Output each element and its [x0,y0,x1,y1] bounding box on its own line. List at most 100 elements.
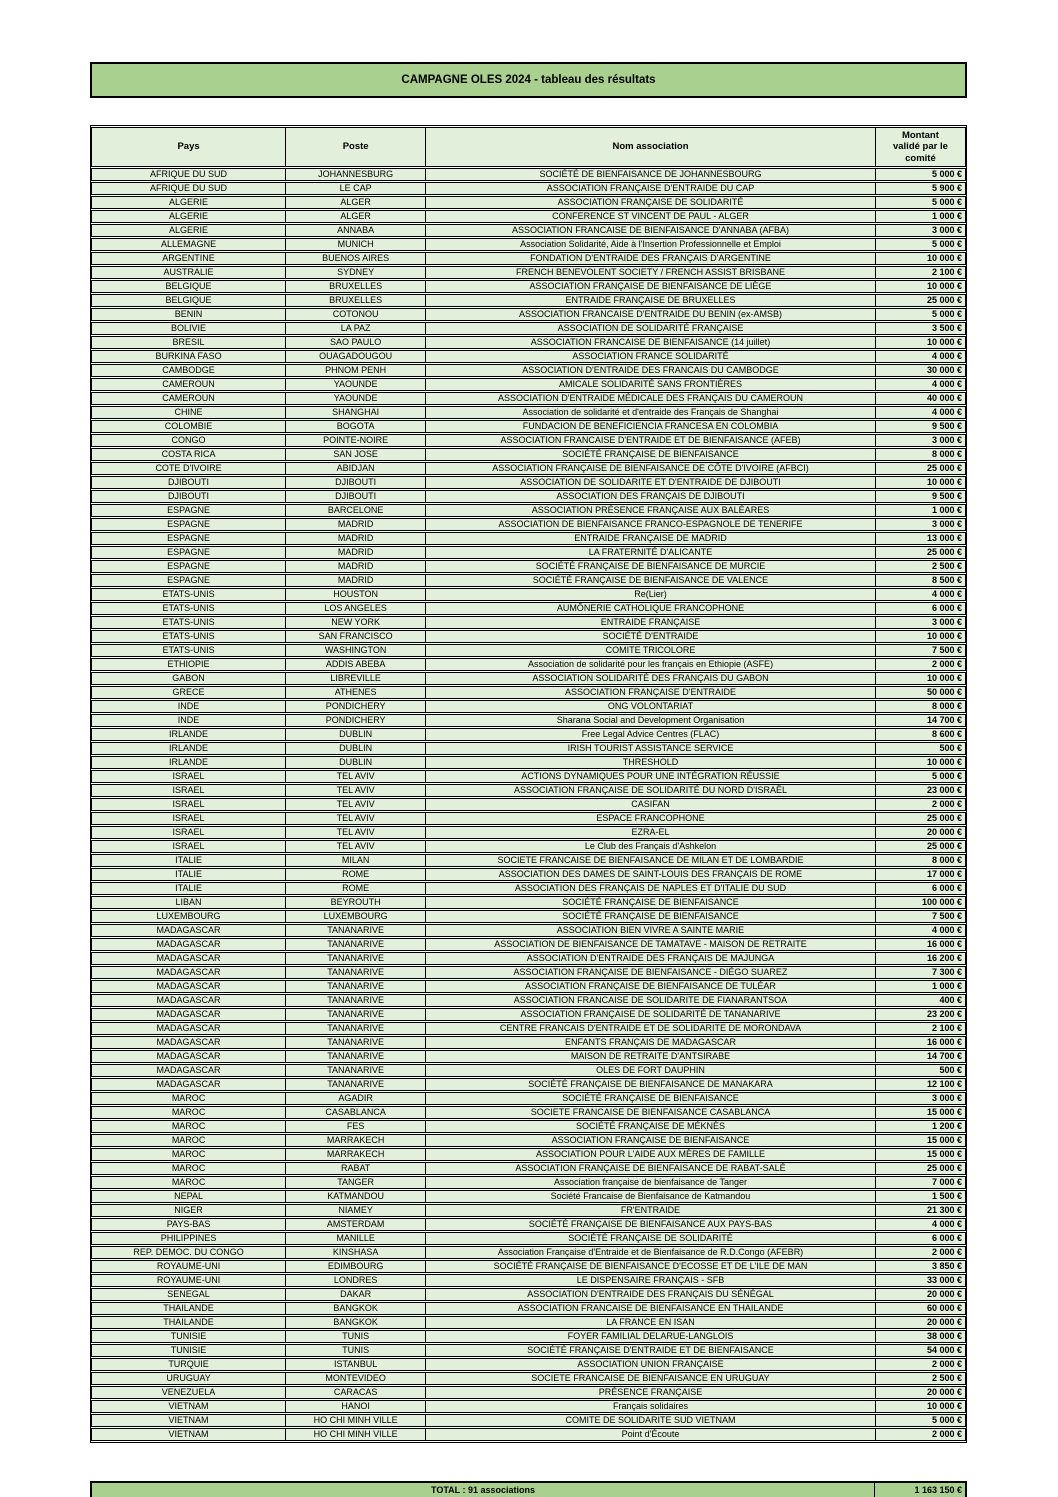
table-row: NIGER NIAMEY FR'ENTRAIDE 21 300 € [91,1204,966,1217]
cell-poste: PHNOM PENH [286,364,427,377]
cell-association: AMICALE SOLIDARITÉ SANS FRONTIÈRES [426,378,876,391]
cell-association: SOCIETE FRANCAISE DE BIENFAISANCE EN URU… [426,1372,876,1385]
cell-poste: ALGER [286,210,427,223]
table-row: MADAGASCAR TANANARIVE ASSOCIATION DE BIENF… [91,938,966,951]
cell-association: ENFANTS FRANÇAIS DE MADAGASCAR [426,1036,876,1049]
cell-poste: SHANGHAI [286,406,427,419]
cell-montant: 2 000 € [875,1246,966,1259]
table-row: AFRIQUE DU SUD JOHANNESBURG SOCIÉTÉ DE BIE… [91,168,966,181]
cell-montant: 4 000 € [875,1218,966,1231]
table-row: ITALIE ROME ASSOCIATION DES FRANÇAIS DE NA… [91,882,966,895]
cell-poste: HO CHI MINH VILLE [286,1414,427,1427]
cell-montant: 25 000 € [875,546,966,559]
cell-montant: 13 000 € [875,532,966,545]
cell-pays: THAILANDE [91,1316,287,1329]
cell-pays: CAMEROUN [91,378,287,391]
table-row: GRECE ATHENES ASSOCIATION FRANÇAISE D'ENTR… [91,686,966,699]
cell-association: Français solidaires [426,1400,876,1413]
cell-montant: 6 000 € [875,882,966,895]
cell-poste: BRUXELLES [286,280,427,293]
cell-montant: 16 200 € [875,952,966,965]
cell-poste: BRUXELLES [286,294,427,307]
cell-association: COMITE TRICOLORE [426,644,876,657]
cell-montant: 15 000 € [875,1134,966,1147]
cell-association: ASSOCIATION FRANCAISE DE BIENFAISANCE EN… [426,1302,876,1315]
cell-poste: AMSTERDAM [286,1218,427,1231]
cell-poste: TANANARIVE [286,924,427,937]
cell-montant: 8 000 € [875,854,966,867]
cell-poste: BARCELONE [286,504,427,517]
table-row: LUXEMBOURG LUXEMBOURG SOCIÉTÉ FRANÇAISE DE… [91,910,966,923]
cell-association: SOCIETE FRANCAISE DE BIENFAISANCE CASABL… [426,1106,876,1119]
cell-montant: 20 000 € [875,1288,966,1301]
cell-poste: AGADIR [286,1092,427,1105]
table-row: ISRAEL TEL AVIV ACTIONS DYNAMIQUES POUR UN… [91,770,966,783]
cell-montant: 10 000 € [875,630,966,643]
cell-montant: 7 300 € [875,966,966,979]
table-row: MADAGASCAR TANANARIVE ENFANTS FRANÇAIS DE … [91,1036,966,1049]
cell-pays: CHINE [91,406,287,419]
cell-poste: CASABLANCA [286,1106,427,1119]
cell-association: ASSOCIATION FRANÇAISE DE BIENFAISANCE DE… [426,280,876,293]
table-header: Pays Poste Nom association Montant valid… [91,127,966,167]
cell-association: LE DISPENSAIRE FRANÇAIS - SFB [426,1274,876,1287]
table-row: IRLANDE DUBLIN Free Legal Advice Centres (… [91,728,966,741]
table-row: BELGIQUE BRUXELLES ASSOCIATION FRANÇAISE D… [91,280,966,293]
cell-pays: TUNISIE [91,1344,287,1357]
cell-poste: SYDNEY [286,266,427,279]
cell-montant: 25 000 € [875,840,966,853]
cell-poste: TEL AVIV [286,798,427,811]
cell-pays: SENEGAL [91,1288,287,1301]
cell-montant: 5 900 € [875,182,966,195]
cell-poste: HANOI [286,1400,427,1413]
cell-montant: 2 000 € [875,798,966,811]
cell-pays: GABON [91,672,287,685]
cell-association: ASSOCIATION DE BIENFAISANCE FRANCO-ESPAG… [426,518,876,531]
cell-montant: 9 500 € [875,420,966,433]
cell-association: ASSOCIATION FRANÇAISE DE BIENFAISANCE DE… [426,980,876,993]
cell-pays: MADAGASCAR [91,1036,287,1049]
cell-poste: TANANARIVE [286,952,427,965]
cell-poste: TANANARIVE [286,1008,427,1021]
cell-montant: 10 000 € [875,252,966,265]
cell-association: ASSOCIATION DE SOLIDARITÉ FRANÇAISE [426,322,876,335]
cell-poste: ROME [286,882,427,895]
cell-association: ASSOCIATION POUR L'AIDE AUX MÈRES DE FAM… [426,1148,876,1161]
cell-pays: MADAGASCAR [91,938,287,951]
cell-pays: TURQUIE [91,1358,287,1371]
cell-pays: MADAGASCAR [91,1078,287,1091]
table-row: NEPAL KATMANDOU Société Francaise de Bienf… [91,1190,966,1203]
cell-montant: 4 000 € [875,350,966,363]
table-row: VIETNAM HO CHI MINH VILLE Point d'Écoute 2 … [91,1428,966,1441]
cell-pays: ETATS-UNIS [91,616,287,629]
total-bar: TOTAL : 91 associations 1 163 150 € [90,1481,967,1497]
cell-association: ASSOCIATION D'ENTRAIDE DES FRANÇAIS DU S… [426,1288,876,1301]
table-row: BENIN COTONOU ASSOCIATION FRANCAISE D'ENTR… [91,308,966,321]
cell-pays: IRLANDE [91,742,287,755]
cell-association: ASSOCIATION FRANCAISE DE BIENFAISANCE (1… [426,336,876,349]
cell-association: ASSOCIATION FRANCE SOLIDARITÉ [426,350,876,363]
cell-poste: HOUSTON [286,588,427,601]
cell-association: ASSOCIATION PRÉSENCE FRANÇAISE AUX BALÉA… [426,504,876,517]
cell-poste: LA PAZ [286,322,427,335]
cell-montant: 17 000 € [875,868,966,881]
cell-pays: ALGERIE [91,224,287,237]
cell-poste: TEL AVIV [286,770,427,783]
cell-association: THRESHOLD [426,756,876,769]
table-row: ALLEMAGNE MUNICH Association Solidarité, A… [91,238,966,251]
cell-association: Association Française d'Entraide et de B… [426,1246,876,1259]
cell-montant: 12 100 € [875,1078,966,1091]
table-row: ESPAGNE BARCELONE ASSOCIATION PRÉSENCE FRA… [91,504,966,517]
table-row: MAROC FES SOCIÉTÉ FRANÇAISE DE MÉKNÈS 1 200… [91,1120,966,1133]
cell-poste: BOGOTA [286,420,427,433]
cell-pays: NIGER [91,1204,287,1217]
table-row: MADAGASCAR TANANARIVE SOCIÉTÉ FRANÇAISE DE… [91,1078,966,1091]
cell-montant: 15 000 € [875,1106,966,1119]
cell-poste: TANGER [286,1176,427,1189]
table-row: ETATS-UNIS NEW YORK ENTRAIDE FRANÇAISE 3 00… [91,616,966,629]
cell-poste: YAOUNDE [286,392,427,405]
cell-pays: ESPAGNE [91,546,287,559]
cell-poste: TUNIS [286,1330,427,1343]
cell-montant: 60 000 € [875,1302,966,1315]
table-row: URUGUAY MONTEVIDEO SOCIETE FRANCAISE DE BI… [91,1372,966,1385]
